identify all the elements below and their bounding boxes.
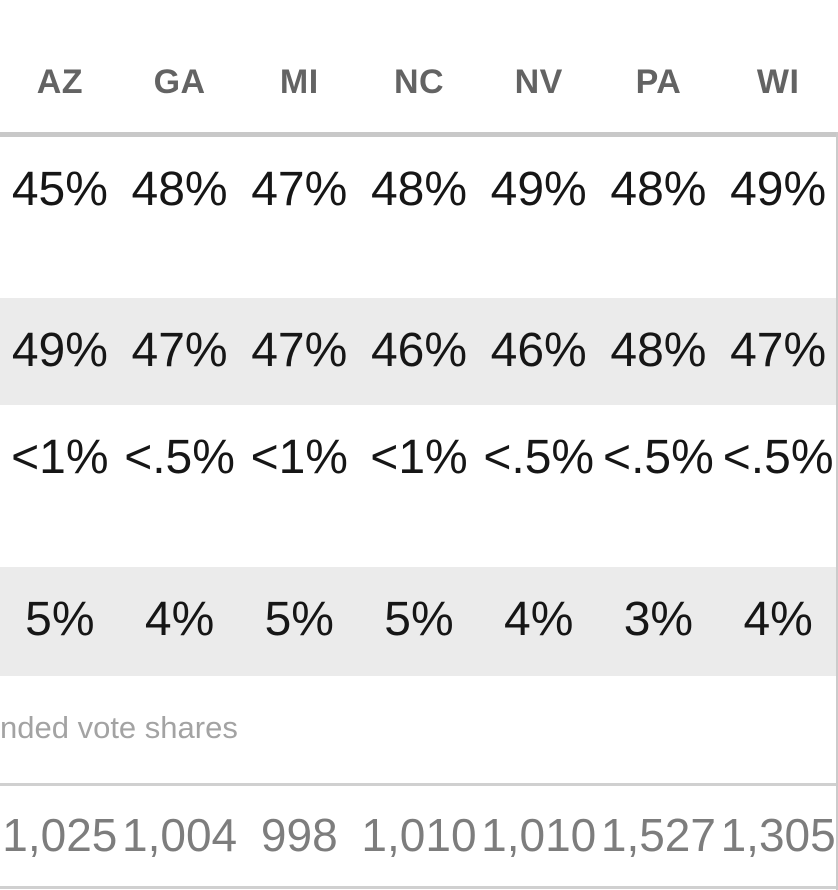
table-cell: 5% [264, 593, 334, 646]
table-cell: 47% [730, 324, 827, 377]
table-cell: 4% [144, 593, 215, 646]
table-cell: <.5% [483, 431, 595, 484]
column-header-ga: GA [153, 63, 206, 101]
sample-size-cell: 1,305 [720, 809, 836, 861]
table-cell: <.5% [603, 431, 714, 484]
table-cell: 5% [25, 593, 95, 646]
table-cell: <.5% [124, 431, 235, 484]
table-row: 5% 4% 5% 5% 4% 3% 4% [0, 567, 838, 676]
footnote-row: nded vote shares [0, 676, 838, 783]
table-cell: 48% [131, 163, 228, 216]
column-header-mi: MI [279, 63, 319, 101]
table-row: <1% <.5% <1% <1% <.5% <.5% <.5% [0, 405, 838, 567]
table-cell: 46% [370, 324, 468, 377]
sample-size-cell: 1,025 [2, 809, 118, 861]
table-cell: 47% [251, 163, 348, 216]
table-cell: 47% [251, 324, 348, 377]
header-rule [0, 132, 838, 137]
table-row: 45% 48% 47% 48% 49% 48% 49% [0, 137, 838, 298]
table-header-row: AZ GA MI NC NV PA WI [0, 0, 838, 132]
sample-size-cell: 1,527 [600, 809, 716, 861]
table-cell: <1% [250, 431, 348, 484]
divider-rule [0, 783, 838, 786]
sample-size-cell: 1,010 [361, 809, 477, 861]
table-cell: 5% [384, 593, 454, 646]
table-cell: 3% [623, 593, 694, 646]
column-header-nv: NV [514, 63, 563, 101]
sample-size-cell: 1,004 [122, 809, 238, 861]
sample-size-row: 1,025 1,004 998 1,010 1,010 1,527 1,305 [0, 786, 838, 886]
column-header-nc: NC [393, 63, 445, 101]
sample-size-cell: 1,010 [481, 809, 597, 861]
table-cell: <1% [370, 431, 468, 484]
table-cell: 48% [370, 163, 468, 216]
table-row: 49% 47% 47% 46% 46% 48% 47% [0, 298, 838, 405]
table-cell: 49% [11, 324, 108, 377]
table-cell: 4% [504, 593, 574, 646]
table-cell: 49% [730, 163, 827, 216]
table-cell: 4% [743, 593, 813, 646]
table-cell: 49% [490, 163, 587, 216]
table-cell: 48% [610, 324, 707, 377]
table-cell: 45% [11, 163, 108, 216]
table-cell: <.5% [722, 431, 834, 484]
table-cell: 47% [131, 324, 228, 377]
right-column-divider [836, 132, 838, 890]
footnote-text: nded vote shares [0, 710, 238, 745]
sample-size-cell: 998 [260, 809, 338, 861]
column-header-pa: PA [635, 63, 682, 101]
column-header-az: AZ [36, 63, 84, 101]
table-cell: 46% [490, 324, 587, 377]
table-cell: 48% [610, 163, 707, 216]
table-cell: <1% [11, 431, 109, 484]
column-header-wi: WI [756, 63, 800, 101]
bottom-rule [0, 886, 838, 889]
